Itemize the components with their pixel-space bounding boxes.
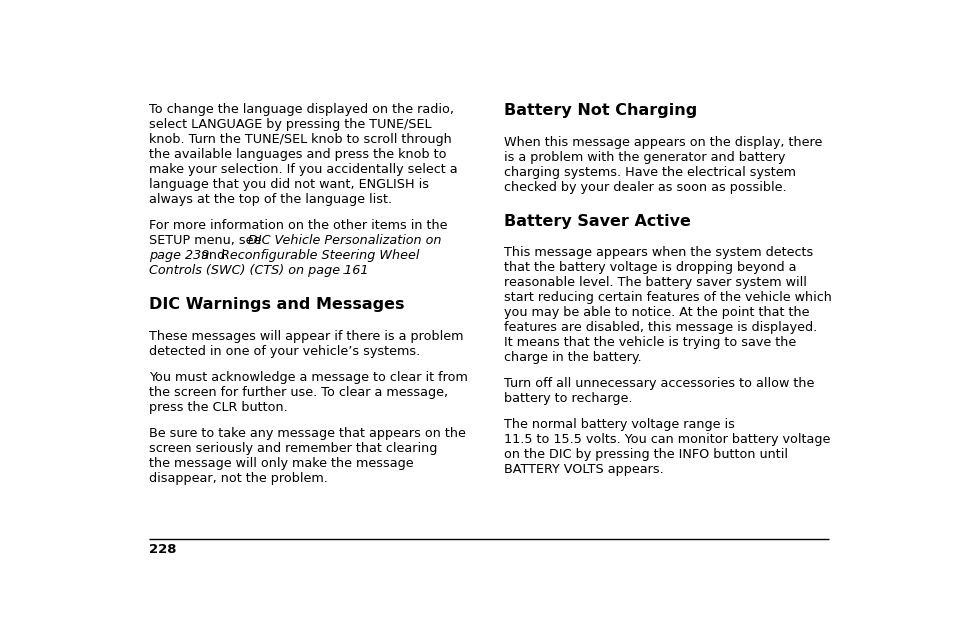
Text: It means that the vehicle is trying to save the: It means that the vehicle is trying to s… [503, 336, 795, 349]
Text: Turn off all unnecessary accessories to allow the: Turn off all unnecessary accessories to … [503, 377, 813, 391]
Text: .: . [341, 264, 346, 277]
Text: These messages will appear if there is a problem: These messages will appear if there is a… [149, 329, 463, 343]
Text: When this message appears on the display, there: When this message appears on the display… [503, 136, 821, 149]
Text: You must acknowledge a message to clear it from: You must acknowledge a message to clear … [149, 371, 467, 384]
Text: features are disabled, this message is displayed.: features are disabled, this message is d… [503, 321, 816, 335]
Text: on the DIC by pressing the INFO button until: on the DIC by pressing the INFO button u… [503, 448, 787, 461]
Text: The normal battery voltage range is: The normal battery voltage range is [503, 418, 734, 431]
Text: charge in the battery.: charge in the battery. [503, 351, 640, 364]
Text: Reconfigurable Steering Wheel: Reconfigurable Steering Wheel [221, 249, 419, 262]
Text: SETUP menu, see: SETUP menu, see [149, 234, 265, 247]
Text: language that you did not want, ENGLISH is: language that you did not want, ENGLISH … [149, 178, 429, 191]
Text: the available languages and press the knob to: the available languages and press the kn… [149, 148, 446, 161]
Text: the screen for further use. To clear a message,: the screen for further use. To clear a m… [149, 385, 448, 399]
Text: DIC Warnings and Messages: DIC Warnings and Messages [149, 297, 404, 312]
Text: For more information on the other items in the: For more information on the other items … [149, 219, 447, 232]
Text: and: and [196, 249, 229, 262]
Text: Be sure to take any message that appears on the: Be sure to take any message that appears… [149, 427, 465, 440]
Text: reasonable level. The battery saver system will: reasonable level. The battery saver syst… [503, 277, 805, 289]
Text: To change the language displayed on the radio,: To change the language displayed on the … [149, 103, 454, 116]
Text: 228: 228 [149, 543, 176, 556]
Text: the message will only make the message: the message will only make the message [149, 457, 413, 470]
Text: that the battery voltage is dropping beyond a: that the battery voltage is dropping bey… [503, 261, 796, 274]
Text: DIC Vehicle Personalization on: DIC Vehicle Personalization on [248, 234, 441, 247]
Text: disappear, not the problem.: disappear, not the problem. [149, 472, 328, 485]
Text: page 239: page 239 [149, 249, 209, 262]
Text: battery to recharge.: battery to recharge. [503, 392, 632, 405]
Text: make your selection. If you accidentally select a: make your selection. If you accidentally… [149, 163, 457, 176]
Text: screen seriously and remember that clearing: screen seriously and remember that clear… [149, 442, 436, 455]
Text: knob. Turn the TUNE/SEL knob to scroll through: knob. Turn the TUNE/SEL knob to scroll t… [149, 133, 451, 146]
Text: always at the top of the language list.: always at the top of the language list. [149, 193, 392, 206]
Text: Controls (SWC) (CTS) on page 161: Controls (SWC) (CTS) on page 161 [149, 264, 368, 277]
Text: Battery Not Charging: Battery Not Charging [503, 103, 697, 118]
Text: checked by your dealer as soon as possible.: checked by your dealer as soon as possib… [503, 181, 785, 194]
Text: detected in one of your vehicle’s systems.: detected in one of your vehicle’s system… [149, 345, 419, 357]
Text: Battery Saver Active: Battery Saver Active [503, 214, 690, 229]
Text: start reducing certain features of the vehicle which: start reducing certain features of the v… [503, 291, 831, 304]
Text: is a problem with the generator and battery: is a problem with the generator and batt… [503, 151, 784, 164]
Text: charging systems. Have the electrical system: charging systems. Have the electrical sy… [503, 166, 795, 179]
Text: 11.5 to 15.5 volts. You can monitor battery voltage: 11.5 to 15.5 volts. You can monitor batt… [503, 433, 829, 446]
Text: press the CLR button.: press the CLR button. [149, 401, 287, 413]
Text: BATTERY VOLTS appears.: BATTERY VOLTS appears. [503, 463, 662, 476]
Text: select LANGUAGE by pressing the TUNE/SEL: select LANGUAGE by pressing the TUNE/SEL [149, 118, 431, 131]
Text: you may be able to notice. At the point that the: you may be able to notice. At the point … [503, 307, 808, 319]
Text: This message appears when the system detects: This message appears when the system det… [503, 246, 812, 259]
